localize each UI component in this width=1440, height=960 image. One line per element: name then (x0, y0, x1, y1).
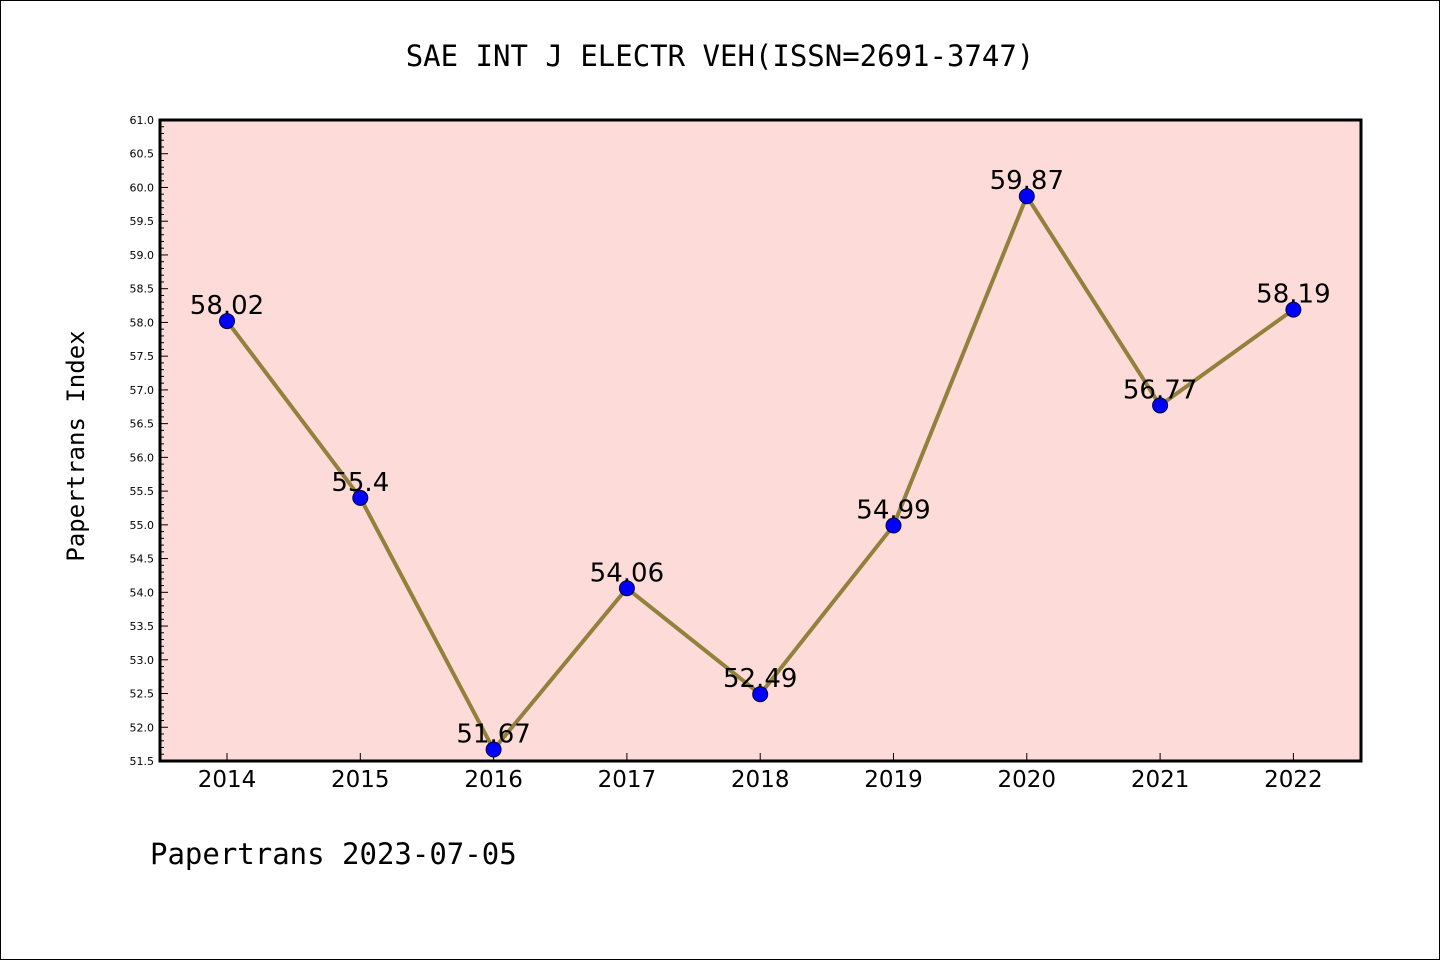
y-tick-label: 55.5 (130, 485, 155, 498)
data-point (485, 741, 502, 758)
data-label: 51.67 (456, 720, 530, 750)
y-tick-label: 56.0 (130, 451, 155, 464)
plot-area (160, 120, 1361, 761)
y-tick-label: 53.0 (130, 654, 155, 667)
data-point (618, 580, 635, 597)
y-tick-label: 57.0 (130, 384, 155, 397)
chart-title: SAE INT J ELECTR VEH(ISSN=2691-3747) (406, 39, 1035, 73)
y-tick-label: 52.5 (130, 688, 155, 701)
y-axis-label: Papertrans Index (62, 330, 90, 561)
y-tick-label: 58.0 (130, 316, 155, 329)
y-tick-label: 56.5 (130, 418, 155, 431)
data-label: 56.77 (1123, 375, 1197, 405)
y-tick-label: 53.5 (130, 620, 155, 633)
y-tick-label: 57.5 (130, 350, 155, 363)
y-tick-label: 55.0 (130, 519, 155, 532)
x-axis: 2014 2015 2016 2017 2018 2019 2020 2021 2022 (198, 753, 1323, 793)
x-tick-label: 2019 (864, 767, 923, 793)
x-tick-label: 2017 (598, 767, 657, 793)
x-tick-label: 2020 (998, 767, 1057, 793)
data-label: 54.06 (590, 558, 664, 588)
data-labels: 58.02 55.4 51.67 54.06 52.49 54.99 59.87 56.77 5… (190, 166, 1331, 749)
data-markers (219, 188, 1302, 758)
data-label: 58.02 (190, 291, 264, 321)
data-label: 55.4 (331, 468, 389, 498)
y-tick-label: 59.5 (130, 215, 155, 228)
x-tick-label: 2018 (731, 767, 790, 793)
data-point (352, 489, 369, 506)
plot-border (158, 118, 1363, 763)
data-point (885, 517, 902, 534)
y-tick-label: 58.5 (130, 283, 155, 296)
footer-text: Papertrans 2023-07-05 (150, 837, 517, 871)
data-label: 52.49 (723, 664, 797, 694)
y-tick-label: 51.5 (130, 755, 155, 768)
y-tick-label: 54.5 (130, 553, 155, 566)
x-tick-label: 2016 (464, 767, 523, 793)
y-tick-label: 59.0 (130, 249, 155, 262)
data-point (752, 686, 769, 703)
y-tick-label: 54.0 (130, 586, 155, 599)
y-tick-label: 52.0 (130, 721, 155, 734)
data-point (219, 313, 235, 330)
x-tick-label: 2022 (1264, 767, 1323, 793)
y-tick-label: 60.5 (130, 148, 155, 161)
y-axis: 51.5 52.0 52.5 53.0 53.5 54.0 54.5 55.0 55.5 56.0… (130, 114, 168, 768)
x-tick-label: 2015 (331, 767, 390, 793)
data-point (1285, 301, 1302, 318)
data-label: 59.87 (990, 166, 1064, 196)
data-point (1018, 188, 1035, 205)
y-tick-label: 60.0 (130, 181, 155, 194)
data-point (1152, 397, 1169, 414)
data-label: 54.99 (856, 496, 930, 526)
x-tick-label: 2021 (1131, 767, 1190, 793)
data-label: 58.19 (1256, 280, 1330, 310)
y-tick-label: 61.0 (130, 114, 155, 127)
x-tick-label: 2014 (198, 767, 257, 793)
